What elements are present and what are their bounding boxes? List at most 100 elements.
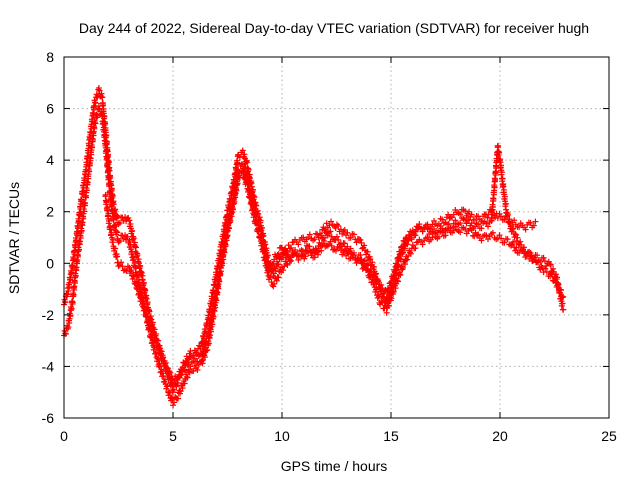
data-point [332,247,339,254]
data-point [292,246,299,253]
data-point [347,234,354,241]
data-point [407,228,414,235]
data-point [295,241,302,248]
data-point [181,380,188,387]
data-point [273,277,280,284]
data-point [83,194,90,201]
data-point [539,264,546,271]
data-point [496,149,503,156]
data-point [234,159,241,166]
data-point [213,289,220,296]
data-point [270,260,277,267]
data-point [313,247,320,254]
data-point [103,199,110,206]
data-point [528,252,535,259]
data-point [401,240,408,247]
data-point [244,159,251,166]
data-point [364,262,371,269]
data-point [75,217,82,224]
data-point [327,228,334,235]
data-point [502,200,509,207]
data-point [181,367,188,374]
data-point [350,249,357,256]
data-point [159,354,166,361]
data-point [132,244,139,251]
data-point [62,330,69,337]
data-point [344,229,351,236]
data-point [119,263,126,270]
data-point [130,255,137,262]
data-point [333,233,340,240]
data-point [499,175,506,182]
data-point [77,235,84,242]
data-point [155,355,162,362]
data-point [201,346,208,353]
data-point [194,358,201,365]
data-point [359,265,366,272]
data-point [527,219,534,226]
data-point [175,374,182,381]
y-tick-label: -2 [42,307,55,323]
data-point [272,267,279,274]
data-point [504,236,511,243]
data-point [559,300,566,307]
data-point [326,229,333,236]
data-point [378,281,385,288]
plot-frame [63,56,610,419]
data-point [79,219,86,226]
data-point [215,277,222,284]
data-point [547,261,554,268]
data-point [560,293,567,300]
data-point [127,268,134,275]
data-point [253,213,260,220]
data-point [130,273,137,280]
y-tick-label: 0 [46,255,54,271]
data-point [523,252,530,259]
data-point [510,239,517,246]
data-point [153,349,160,356]
data-point [280,267,287,274]
data-point [483,232,490,239]
data-point [361,257,368,264]
data-point [132,264,139,271]
data-point [98,108,105,115]
y-axis-label: SDTVAR / TECUs [6,182,22,294]
data-point [132,265,139,272]
data-point [68,269,75,276]
data-point [513,244,520,251]
data-point [87,155,94,162]
data-point [99,94,106,101]
data-point [80,215,87,222]
data-point [263,252,270,259]
data-point [100,120,107,127]
data-point [399,249,406,256]
data-point [65,287,72,294]
data-point [360,258,367,265]
data-point [170,386,177,393]
data-point [494,215,501,222]
y-tick-label: -4 [42,358,55,374]
data-point [76,238,83,245]
data-point [124,233,131,240]
data-point [404,236,411,243]
data-point [233,182,240,189]
data-point [498,169,505,176]
data-point [98,90,105,97]
data-point [345,249,352,256]
data-point [166,369,173,376]
data-point [485,223,492,230]
data-point [132,278,139,285]
data-point [257,225,264,232]
data-point [179,385,186,392]
data-point [273,254,280,261]
data-point [260,241,267,248]
data-point [184,361,191,368]
data-point [367,265,374,272]
data-point [383,294,390,301]
data-point [532,218,539,225]
data-point [96,105,103,112]
data-point [284,261,291,268]
data-point [89,144,96,151]
data-point [171,399,178,406]
data-point [83,187,90,194]
